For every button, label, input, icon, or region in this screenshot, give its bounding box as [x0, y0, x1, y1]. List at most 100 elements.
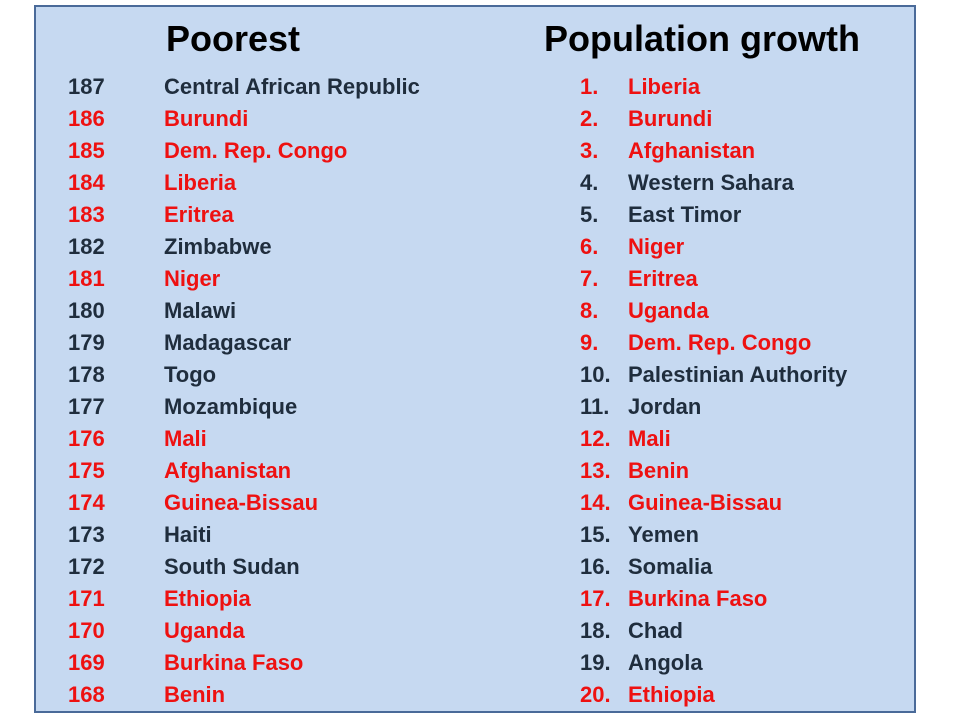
poorest-rank: 175 [68, 458, 105, 483]
poorest-rank: 186 [68, 106, 105, 131]
growth-country: Western Sahara [628, 170, 794, 195]
poorest-rank: 174 [68, 490, 105, 515]
growth-rank: 3. [580, 138, 599, 163]
growth-country: Angola [628, 650, 703, 675]
growth-row: 14. Guinea-Bissau [580, 487, 910, 519]
growth-country: East Timor [628, 202, 742, 227]
poorest-country: Central African Republic [164, 74, 420, 99]
poorest-list: 187 Central African Republic 186 Burundi 185… [68, 71, 488, 711]
poorest-row: 173 Haiti [68, 519, 488, 551]
poorest-country: Dem. Rep. Congo [164, 138, 348, 163]
poorest-row: 182 Zimbabwe [68, 231, 488, 263]
poorest-rank: 183 [68, 202, 105, 227]
poorest-row: 174 Guinea-Bissau [68, 487, 488, 519]
growth-row: 7. Eritrea [580, 263, 910, 295]
poorest-country: Mozambique [164, 394, 298, 419]
poorest-country: Haiti [164, 522, 212, 547]
growth-rank: 12. [580, 426, 611, 451]
poorest-rank: 171 [68, 586, 105, 611]
growth-rank: 9. [580, 330, 599, 355]
poorest-rank: 176 [68, 426, 105, 451]
growth-row: 10. Palestinian Authority [580, 359, 910, 391]
growth-row: 4. Western Sahara [580, 167, 910, 199]
poorest-country: Liberia [164, 170, 237, 195]
poorest-row: 183 Eritrea [68, 199, 488, 231]
poorest-row: 185 Dem. Rep. Congo [68, 135, 488, 167]
population-growth-list: 1. Liberia 2. Burundi 3. Afghanistan 4. Western… [580, 71, 910, 711]
poorest-rank: 168 [68, 682, 105, 707]
growth-country: Niger [628, 234, 685, 259]
growth-rank: 20. [580, 682, 611, 707]
poorest-rank: 173 [68, 522, 105, 547]
poorest-rank: 180 [68, 298, 105, 323]
growth-country: Uganda [628, 298, 709, 323]
growth-rank: 4. [580, 170, 599, 195]
poorest-row: 171 Ethiopia [68, 583, 488, 615]
poorest-row: 178 Togo [68, 359, 488, 391]
growth-row: 20. Ethiopia [580, 679, 910, 711]
growth-rank: 6. [580, 234, 599, 259]
growth-country: Eritrea [628, 266, 698, 291]
poorest-row: 177 Mozambique [68, 391, 488, 423]
poorest-country: Ethiopia [164, 586, 251, 611]
growth-country: Yemen [628, 522, 699, 547]
growth-row: 15. Yemen [580, 519, 910, 551]
poorest-row: 180 Malawi [68, 295, 488, 327]
growth-rank: 11. [580, 394, 610, 419]
poorest-rank: 181 [68, 266, 105, 291]
poorest-rank: 187 [68, 74, 105, 99]
growth-country: Somalia [628, 554, 713, 579]
poorest-rank: 169 [68, 650, 105, 675]
growth-row: 13. Benin [580, 455, 910, 487]
poorest-country: Eritrea [164, 202, 234, 227]
poorest-country: Niger [164, 266, 221, 291]
growth-rank: 7. [580, 266, 599, 291]
growth-country: Afghanistan [628, 138, 756, 163]
growth-row: 2. Burundi [580, 103, 910, 135]
poorest-heading: Poorest [166, 18, 301, 59]
poorest-rank: 177 [68, 394, 105, 419]
poorest-row: 184 Liberia [68, 167, 488, 199]
growth-row: 19. Angola [580, 647, 910, 679]
growth-rank: 2. [580, 106, 599, 131]
growth-rank: 8. [580, 298, 599, 323]
poorest-country: Madagascar [164, 330, 292, 355]
growth-rank: 15. [580, 522, 611, 547]
poorest-row: 179 Madagascar [68, 327, 488, 359]
growth-rank: 19. [580, 650, 611, 675]
poorest-country: Zimbabwe [164, 234, 272, 259]
slide-panel: Poorest Population growth 187 Central Afr… [34, 5, 916, 713]
poorest-row: 176 Mali [68, 423, 488, 455]
growth-rank: 13. [580, 458, 611, 483]
growth-rank: 17. [580, 586, 611, 611]
growth-rank: 16. [580, 554, 611, 579]
growth-row: 5. East Timor [580, 199, 910, 231]
growth-country: Dem. Rep. Congo [628, 330, 812, 355]
poorest-country: Togo [164, 362, 217, 387]
growth-row: 1. Liberia [580, 71, 910, 103]
poorest-country: Mali [164, 426, 207, 451]
poorest-row: 168 Benin [68, 679, 488, 711]
growth-country: Ethiopia [628, 682, 715, 707]
growth-rank: 10. [580, 362, 611, 387]
growth-row: 11. Jordan [580, 391, 910, 423]
poorest-country: Guinea-Bissau [164, 490, 319, 515]
population-growth-heading: Population growth [544, 18, 860, 59]
growth-rank: 14. [580, 490, 611, 515]
growth-row: 17. Burkina Faso [580, 583, 910, 615]
poorest-rank: 170 [68, 618, 105, 643]
poorest-country: Malawi [164, 298, 237, 323]
poorest-country: Burundi [164, 106, 249, 131]
growth-rank: 18. [580, 618, 611, 643]
growth-country: Benin [628, 458, 690, 483]
growth-country: Jordan [628, 394, 702, 419]
poorest-row: 175 Afghanistan [68, 455, 488, 487]
growth-row: 9. Dem. Rep. Congo [580, 327, 910, 359]
growth-country: Liberia [628, 74, 701, 99]
growth-country: Mali [628, 426, 671, 451]
growth-row: 3. Afghanistan [580, 135, 910, 167]
poorest-row: 187 Central African Republic [68, 71, 488, 103]
growth-rank: 5. [580, 202, 599, 227]
poorest-country: Uganda [164, 618, 245, 643]
poorest-rank: 179 [68, 330, 105, 355]
